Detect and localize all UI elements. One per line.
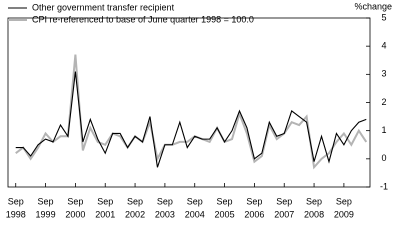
plot-frame (7, 17, 371, 188)
legend-label: CPI re-referenced to base of June quarte… (32, 14, 254, 24)
x-tick-label: Sep (97, 196, 113, 206)
x-tick-label: 2006 (244, 209, 264, 219)
x-tick-label: 2007 (274, 209, 294, 219)
y-axis-label: %change (354, 1, 392, 11)
x-tick-label: 1998 (6, 209, 26, 219)
x-tick-label: 2003 (155, 209, 175, 219)
series-line (15, 54, 368, 170)
legend-label: Other government transfer recipient (32, 2, 175, 12)
x-tick-label: Sep (8, 196, 24, 206)
x-tick-label: Sep (246, 196, 262, 206)
x-tick-label: Sep (306, 196, 322, 206)
x-tick-label: 2005 (215, 209, 235, 219)
x-tick-label: Sep (276, 196, 292, 206)
x-tick-label: 2004 (185, 209, 205, 219)
x-tick-label: 2008 (304, 209, 324, 219)
y-tick-label: 1 (381, 125, 386, 135)
x-tick-label: 1999 (36, 209, 56, 219)
x-tick-label: 2009 (334, 209, 354, 219)
x-tick-label: Sep (67, 196, 83, 206)
x-tick-label: 2001 (95, 209, 115, 219)
y-tick-label: 2 (381, 97, 386, 107)
x-tick-label: Sep (157, 196, 173, 206)
y-tick-label: 0 (381, 153, 386, 163)
x-tick-label: 2000 (65, 209, 85, 219)
series-line (15, 71, 367, 168)
x-tick-label: Sep (127, 196, 143, 206)
y-tick-label: -1 (380, 181, 388, 191)
chart: %change -1 0 1 2 3 4 5 Sep 1998 Sep 1999 Sep 2000 Sep… (6, 1, 392, 219)
y-tick-label: 5 (381, 12, 386, 22)
y-tick-label: 3 (381, 69, 386, 79)
x-tick-label: Sep (336, 196, 352, 206)
x-tick-label: 2002 (125, 209, 145, 219)
x-tick-label: Sep (38, 196, 54, 206)
y-tick-label: 4 (381, 41, 386, 51)
x-tick-label: Sep (187, 196, 203, 206)
x-tick-label: Sep (217, 196, 233, 206)
